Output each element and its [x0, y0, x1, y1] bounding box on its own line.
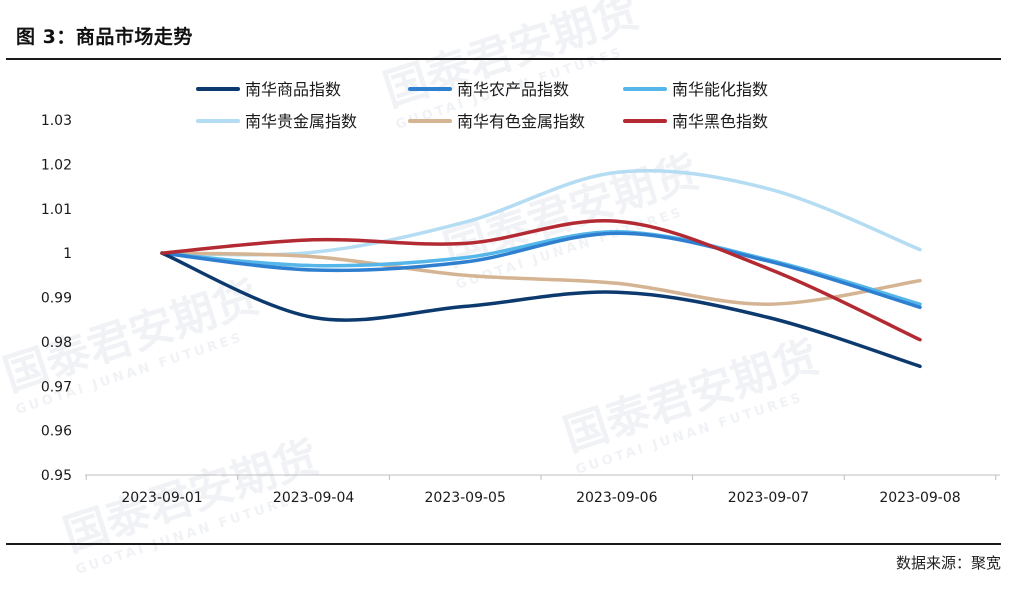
data-source: 数据来源：聚宽 — [895, 554, 1001, 572]
y-tick-label: 1.02 — [41, 157, 72, 173]
legend-label: 南华黑色指数 — [672, 112, 768, 131]
series-line-4 — [160, 251, 922, 306]
legend-label: 南华有色金属指数 — [457, 112, 585, 131]
y-tick-label: 1.03 — [41, 113, 72, 129]
y-tick-label: 0.97 — [41, 379, 72, 395]
series-line-0 — [160, 251, 922, 369]
y-tick-label: 1 — [63, 246, 72, 262]
series-layer — [160, 168, 922, 369]
y-tick-label: 0.99 — [41, 291, 72, 307]
series-line-3 — [160, 168, 922, 257]
bottom-rule — [6, 543, 1001, 545]
y-tick-label: 0.98 — [41, 335, 72, 351]
x-tick-label: 2023-09-04 — [273, 490, 354, 506]
series-line-5 — [160, 218, 922, 342]
legend-label: 南华贵金属指数 — [245, 112, 357, 131]
y-tick-label: 0.95 — [41, 468, 72, 484]
x-tick-label: 2023-09-01 — [121, 490, 202, 506]
figure-title: 图 3：商品市场走势 — [16, 26, 193, 48]
x-tick-label: 2023-09-05 — [425, 490, 506, 506]
x-tick-label: 2023-09-08 — [879, 490, 960, 506]
series-line-1 — [160, 231, 922, 310]
legend-label: 南华农产品指数 — [457, 80, 569, 99]
y-tick-label: 0.96 — [41, 424, 72, 440]
legend-label: 南华商品指数 — [245, 80, 341, 99]
top-rule — [6, 58, 1001, 60]
y-tick-label: 1.01 — [41, 202, 72, 218]
x-tick-label: 2023-09-07 — [728, 490, 809, 506]
axis-layer: 2023-09-01 2023-09-04 2023-09-05 2023-09-06… — [41, 113, 1000, 506]
legend-label: 南华能化指数 — [672, 80, 768, 99]
x-tick-label: 2023-09-06 — [576, 490, 657, 506]
